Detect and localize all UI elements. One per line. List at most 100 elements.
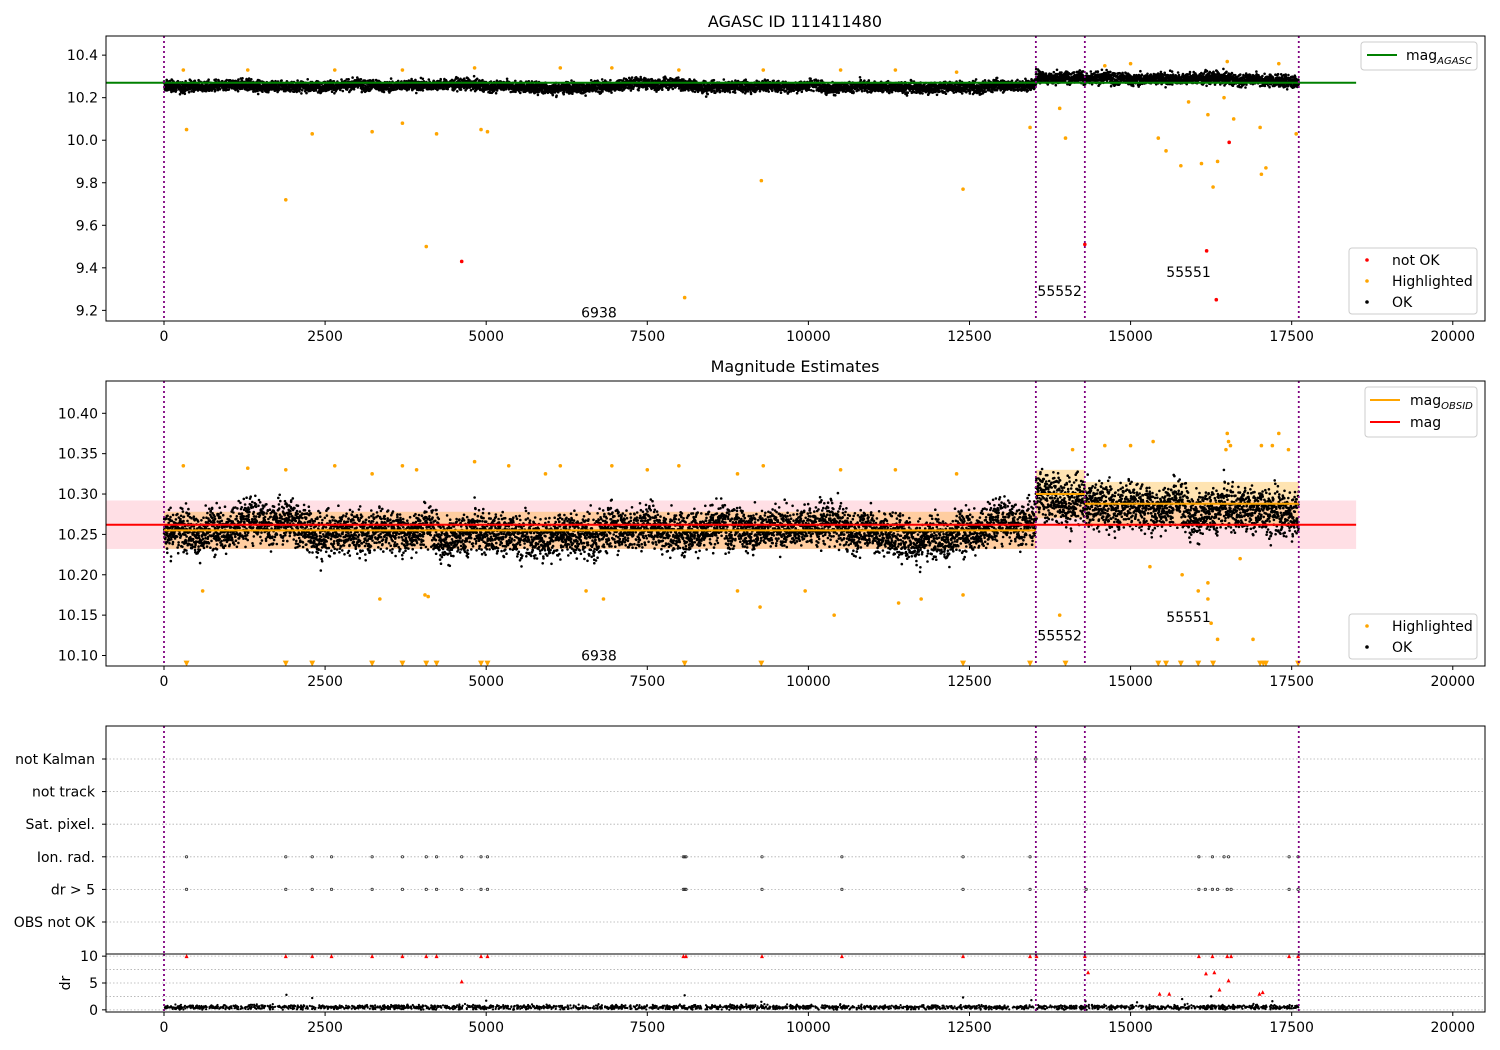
ok-point: [314, 89, 318, 92]
ok-point: [858, 76, 862, 79]
ok-point: [225, 78, 228, 82]
ok-point: [630, 76, 634, 79]
ok-point: [637, 88, 640, 92]
ok-point: [250, 78, 253, 81]
ok-point: [537, 90, 540, 94]
ok-point: [345, 88, 349, 91]
ok-point: [601, 90, 604, 93]
ok-point: [718, 89, 722, 93]
ok-point: [610, 91, 613, 94]
ok-point: [456, 90, 459, 93]
ok-point: [305, 91, 308, 95]
ok-point: [249, 87, 252, 91]
ok-point: [329, 79, 332, 82]
ok-point: [190, 90, 193, 93]
ok-point: [296, 79, 299, 82]
ok-point: [459, 88, 463, 91]
ok-point: [817, 79, 820, 82]
ok-point: [227, 88, 231, 91]
ok-point: [728, 91, 732, 94]
ok-point: [749, 92, 753, 96]
ok-point: [224, 88, 228, 92]
ok-point: [300, 92, 303, 95]
ok-point: [809, 77, 812, 80]
ok-point: [733, 91, 737, 94]
ok-point: [256, 89, 259, 93]
ok-point: [584, 94, 587, 97]
ok-point: [810, 89, 813, 92]
ok-point: [475, 77, 479, 81]
ok-point: [808, 85, 811, 88]
ok-point: [495, 89, 499, 92]
ok-point: [770, 89, 774, 93]
ok-point: [261, 90, 264, 93]
ok-point: [306, 78, 310, 81]
ok-point: [859, 79, 863, 82]
ok-point: [241, 77, 244, 80]
ok-point: [446, 87, 450, 91]
ok-point: [280, 79, 283, 82]
ok-point: [863, 79, 866, 82]
ok-point: [834, 94, 837, 97]
ok-point: [570, 79, 573, 82]
ok-point: [852, 90, 855, 94]
ok-point: [351, 76, 354, 79]
ok-point: [442, 87, 446, 91]
ok-point: [866, 91, 869, 94]
ok-point: [237, 78, 240, 81]
ok-point: [369, 79, 373, 82]
ok-point: [555, 94, 558, 97]
ok-point: [218, 88, 222, 91]
panel1-title: AGASC ID 111411480: [708, 12, 882, 31]
ok-point: [609, 78, 612, 82]
ok-point: [600, 78, 604, 81]
ok-point: [687, 89, 690, 92]
ok-point: [299, 87, 302, 91]
ok-point: [766, 79, 770, 82]
ok-point: [800, 90, 804, 94]
ok-point: [860, 89, 864, 93]
panel-agasc: AGASC ID 111411480 0 2500 5000 7500 10000 125…: [67, 12, 1486, 345]
ok-point: [330, 90, 334, 93]
ok-point: [519, 91, 522, 95]
ok-point: [640, 78, 643, 82]
ok-point: [295, 90, 299, 94]
ok-point: [356, 76, 359, 79]
ok-point: [505, 77, 509, 81]
ok-point: [646, 87, 649, 91]
ok-point: [367, 86, 371, 90]
ok-point: [341, 89, 345, 93]
ok-point: [639, 75, 642, 79]
ok-point: [175, 88, 178, 92]
ok-point: [214, 78, 218, 81]
ok-point: [321, 89, 325, 93]
ok-point: [329, 87, 333, 91]
ok-point: [772, 79, 775, 83]
ok-point: [427, 78, 431, 81]
ok-point: [256, 92, 260, 96]
ok-point: [867, 79, 871, 82]
ok-point: [197, 78, 200, 82]
ok-point: [333, 92, 336, 95]
ok-point: [671, 87, 675, 91]
ok-point: [352, 88, 356, 91]
ok-point: [746, 90, 750, 93]
ok-point: [347, 78, 350, 81]
ok-point: [295, 86, 299, 90]
ok-point: [168, 79, 172, 83]
ok-point: [494, 91, 498, 95]
ok-point: [207, 78, 210, 81]
ok-point: [722, 78, 726, 81]
ok-point: [779, 91, 783, 94]
ok-point: [214, 88, 217, 92]
ok-point: [193, 79, 197, 83]
ok-point: [364, 79, 368, 83]
ok-point: [706, 92, 709, 96]
ok-point: [536, 93, 540, 97]
ok-point: [677, 76, 680, 79]
ok-point: [236, 89, 240, 93]
ok-point: [178, 92, 182, 96]
ok-point: [837, 91, 841, 95]
ok-point: [187, 90, 191, 94]
